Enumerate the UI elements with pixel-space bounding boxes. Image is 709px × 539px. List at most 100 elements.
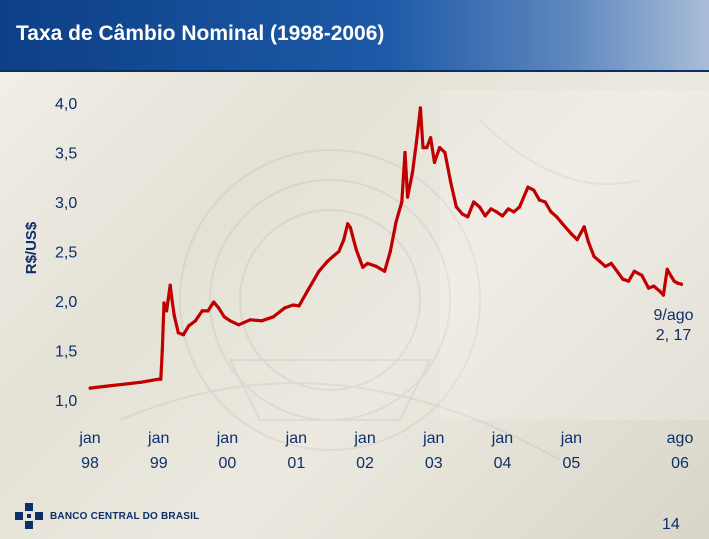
data-point xyxy=(418,106,422,110)
data-point xyxy=(170,297,174,301)
logo-text: BANCO CENTRAL DO BRASIL xyxy=(50,510,200,522)
data-point xyxy=(260,319,264,323)
data-point xyxy=(598,259,602,263)
series-line xyxy=(88,106,684,390)
data-point xyxy=(466,215,470,219)
title-bar: Taxa de Câmbio Nominal (1998-2006) xyxy=(0,0,709,72)
x-tick-label: jan 98 xyxy=(78,430,100,472)
data-point xyxy=(477,205,482,209)
page-number: 14 xyxy=(662,516,680,533)
data-point xyxy=(555,215,559,219)
x-tick-label: jan 00 xyxy=(216,430,238,472)
y-tick-label: 1,0 xyxy=(55,393,77,410)
y-tick-label: 2,5 xyxy=(55,245,77,262)
data-point xyxy=(640,273,644,277)
data-point xyxy=(248,318,252,322)
data-point xyxy=(586,240,590,244)
x-tick-label: jan 99 xyxy=(147,430,169,472)
data-point xyxy=(228,319,232,323)
data-point xyxy=(676,281,680,285)
data-point xyxy=(429,136,433,140)
data-point xyxy=(217,306,221,310)
data-point xyxy=(283,306,287,310)
y-axis-label: R$/US$ xyxy=(23,221,40,274)
data-point xyxy=(374,264,378,268)
data-point xyxy=(122,382,126,386)
data-point xyxy=(414,141,418,145)
data-point xyxy=(592,254,596,258)
data-point xyxy=(627,279,631,283)
title-rule xyxy=(0,70,709,72)
data-point xyxy=(549,210,553,214)
data-point xyxy=(421,146,425,150)
data-point xyxy=(495,210,499,214)
y-tick-label: 1,5 xyxy=(55,344,77,361)
data-point xyxy=(647,286,651,290)
data-point xyxy=(406,195,410,199)
data-point xyxy=(575,238,579,242)
slide-title: Taxa de Câmbio Nominal (1998-2006) xyxy=(16,22,385,45)
data-point xyxy=(159,377,163,381)
data-point xyxy=(271,315,275,319)
data-point xyxy=(394,220,398,224)
data-point xyxy=(325,259,329,263)
data-point xyxy=(348,226,352,230)
data-point xyxy=(237,323,241,327)
data-point xyxy=(526,185,530,189)
x-axis: jan 98 jan 99 jan 00 jan 01 jan 02 jan 03 jan 04 jan 05… xyxy=(78,430,693,472)
data-point xyxy=(172,314,176,318)
data-point xyxy=(181,333,185,337)
data-point xyxy=(582,225,586,229)
data-point xyxy=(156,377,161,381)
data-point xyxy=(532,188,536,192)
data-point xyxy=(176,331,180,335)
data-point xyxy=(438,146,442,150)
data-point xyxy=(383,269,387,273)
x-tick-label: jan 05 xyxy=(560,430,582,472)
data-point xyxy=(543,200,547,204)
data-point xyxy=(669,274,673,278)
data-point xyxy=(193,319,197,323)
data-point xyxy=(603,264,608,268)
data-point xyxy=(569,232,573,236)
data-point xyxy=(200,309,204,313)
data-point xyxy=(410,170,415,174)
data-point xyxy=(366,261,370,265)
bank-logo: BANCO CENTRAL DO BRASIL xyxy=(14,502,199,530)
y-tick-label: 4,0 xyxy=(55,96,77,113)
data-point xyxy=(665,267,669,271)
data-point xyxy=(661,293,666,297)
data-point xyxy=(537,198,542,202)
data-point xyxy=(679,282,684,286)
x-tick-label: ago 06 xyxy=(667,430,694,472)
data-point xyxy=(403,150,407,155)
data-point xyxy=(165,309,169,313)
data-point xyxy=(609,261,613,265)
data-point xyxy=(400,200,404,204)
data-point xyxy=(500,214,505,218)
data-point xyxy=(449,180,453,184)
data-point xyxy=(652,284,656,288)
data-point xyxy=(212,300,216,304)
data-point xyxy=(443,150,447,155)
last-value-annotation: 9/ago 2, 17 xyxy=(653,307,693,344)
data-point xyxy=(506,207,510,211)
data-point xyxy=(331,254,335,258)
y-tick-label: 3,0 xyxy=(55,195,77,212)
data-point xyxy=(489,207,493,211)
logo-icon xyxy=(15,503,43,529)
data-point xyxy=(518,205,522,209)
data-point xyxy=(388,249,392,254)
series-layer xyxy=(88,106,684,390)
data-point xyxy=(105,384,109,388)
data-point xyxy=(168,283,172,287)
data-point xyxy=(88,386,92,390)
data-point xyxy=(342,238,346,242)
data-point xyxy=(454,205,458,209)
data-point xyxy=(632,269,636,273)
data-point xyxy=(472,200,476,204)
data-point xyxy=(512,210,516,214)
